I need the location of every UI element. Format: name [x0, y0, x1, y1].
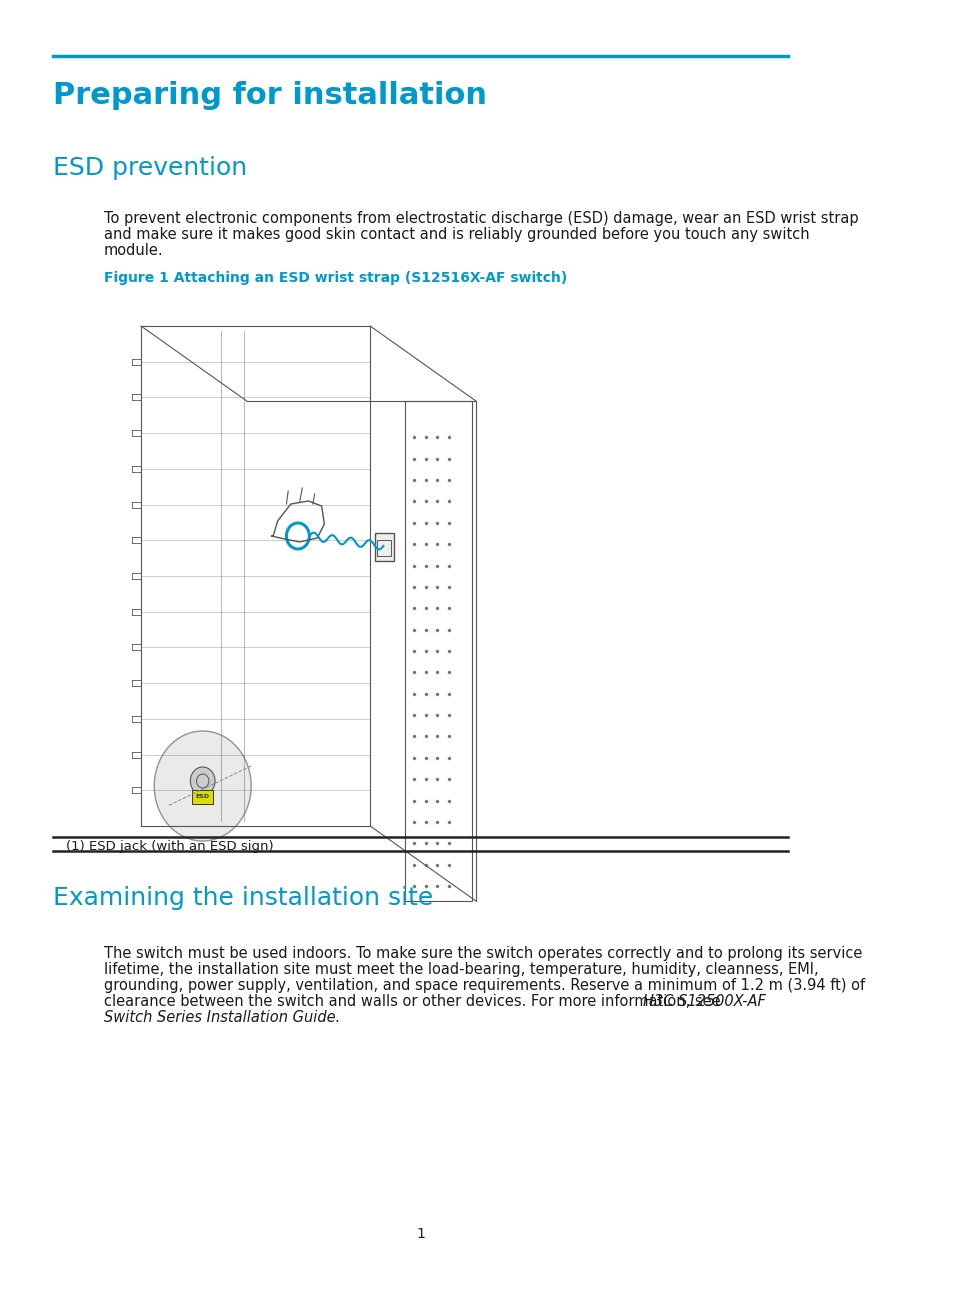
- Text: grounding, power supply, ventilation, and space requirements. Reserve a minimum : grounding, power supply, ventilation, an…: [104, 978, 864, 993]
- Text: Examining the installation site: Examining the installation site: [52, 886, 433, 910]
- Text: lifetime, the installation site must meet the load-bearing, temperature, humidit: lifetime, the installation site must mee…: [104, 962, 818, 977]
- Text: 1: 1: [416, 1227, 424, 1242]
- Bar: [375, 533, 394, 561]
- Text: Preparing for installation: Preparing for installation: [52, 80, 486, 110]
- Bar: [192, 791, 213, 804]
- Bar: [405, 400, 471, 901]
- Text: and make sure it makes good skin contact and is reliably grounded before you tou: and make sure it makes good skin contact…: [104, 227, 809, 242]
- Text: ESD prevention: ESD prevention: [52, 156, 247, 180]
- Text: Figure 1 Attaching an ESD wrist strap (S12516X-AF switch): Figure 1 Attaching an ESD wrist strap (S…: [104, 271, 567, 285]
- Text: Switch Series Installation Guide.: Switch Series Installation Guide.: [104, 1010, 340, 1025]
- Text: ESD: ESD: [195, 794, 210, 800]
- Text: H3C S12500X-AF: H3C S12500X-AF: [642, 994, 765, 1010]
- Circle shape: [154, 731, 251, 841]
- Text: The switch must be used indoors. To make sure the switch operates correctly and : The switch must be used indoors. To make…: [104, 946, 862, 962]
- Text: (1) ESD jack (with an ESD sign): (1) ESD jack (with an ESD sign): [66, 840, 274, 853]
- Text: To prevent electronic components from electrostatic discharge (ESD) damage, wear: To prevent electronic components from el…: [104, 211, 858, 226]
- Circle shape: [191, 767, 214, 794]
- Text: clearance between the switch and walls or other devices. For more information, s: clearance between the switch and walls o…: [104, 994, 724, 1010]
- Text: module.: module.: [104, 244, 164, 258]
- Bar: [376, 540, 391, 556]
